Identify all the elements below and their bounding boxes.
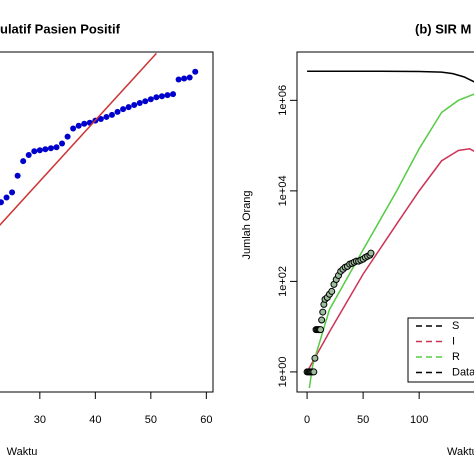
point: [125, 104, 132, 111]
plot-area: [303, 70, 474, 389]
point: [319, 308, 327, 316]
point: [142, 98, 149, 105]
point: [328, 287, 336, 295]
chart-title: ulatif Pasien Positif: [0, 21, 121, 36]
point: [97, 115, 104, 122]
x-tick-label: 40: [89, 414, 101, 426]
point: [42, 146, 49, 153]
point: [170, 91, 177, 98]
point: [75, 122, 82, 129]
line: [307, 70, 474, 83]
point: [108, 111, 115, 118]
point: [136, 100, 143, 106]
point: [318, 316, 326, 324]
point: [311, 354, 319, 362]
chart-title: (b) SIR M: [415, 21, 471, 36]
x-tick-label: 50: [357, 414, 369, 426]
point: [192, 68, 199, 75]
y-tick-label: 1e+00: [277, 356, 289, 387]
line: [0, 52, 157, 226]
point: [20, 158, 27, 165]
x-axis-label: Waktu: [7, 446, 38, 458]
line: [306, 148, 474, 373]
point: [158, 93, 165, 100]
point: [367, 249, 375, 257]
y-tick-label: 1e+02: [277, 266, 289, 297]
y-tick-label: 1e+06: [277, 85, 289, 116]
point: [175, 76, 182, 83]
point: [3, 194, 10, 201]
point: [181, 75, 188, 82]
point: [9, 189, 16, 196]
legend-label: S: [452, 320, 459, 332]
point: [64, 133, 71, 140]
point: [120, 106, 127, 113]
point: [25, 152, 32, 159]
point: [47, 145, 54, 152]
point: [103, 113, 110, 120]
point: [14, 172, 21, 179]
x-tick-label: 30: [34, 414, 46, 426]
point: [81, 120, 88, 127]
y-tick-label: 1e+04: [277, 175, 289, 206]
point: [131, 102, 138, 109]
point: [147, 96, 154, 103]
x-tick-label: 50: [145, 414, 157, 426]
x-axis-label: Waktu: [447, 446, 474, 458]
x-tick-label: 60: [200, 414, 212, 426]
point: [153, 94, 160, 101]
x-tick-label: 0: [304, 414, 310, 426]
point: [36, 147, 43, 154]
point: [70, 125, 77, 132]
point: [317, 326, 325, 334]
legend-label: I: [452, 335, 455, 347]
line: [308, 93, 474, 389]
point: [310, 368, 318, 376]
point: [114, 108, 121, 115]
legend-label: Data: [452, 366, 474, 378]
point: [186, 74, 193, 81]
legend-box: [407, 317, 474, 383]
plot-area: [0, 52, 199, 226]
point: [0, 199, 4, 206]
point: [164, 92, 171, 99]
point: [53, 144, 60, 151]
point: [59, 140, 66, 147]
plot-box: [0, 51, 214, 393]
y-axis-label: Jumlah Orang: [241, 190, 253, 259]
x-tick-label: 100: [410, 414, 428, 426]
legend-label: R: [452, 351, 460, 363]
point: [31, 148, 38, 155]
